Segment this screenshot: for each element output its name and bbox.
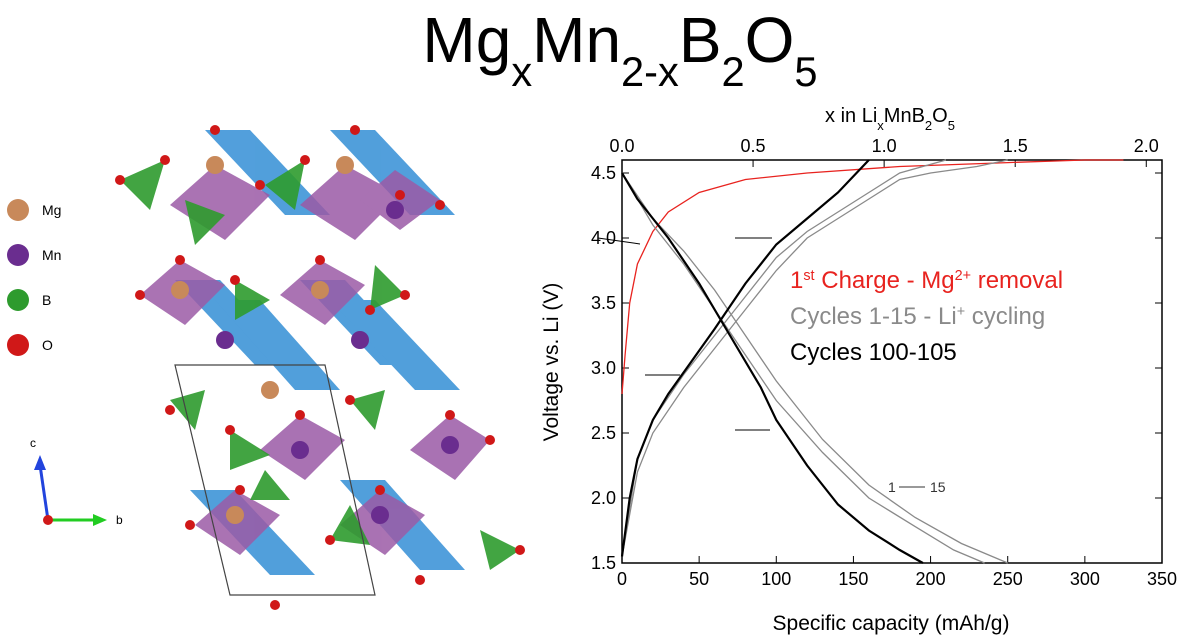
- plot: 0 50 100 150 200 250 300 350 0.0 0.5 1.0 1.5 2.0 1.5 2…: [591, 136, 1177, 589]
- text-part: x: [511, 48, 532, 95]
- legend-label: B: [42, 292, 51, 308]
- axis-c-label: c: [30, 436, 36, 450]
- y-tick-label: 1.5: [591, 553, 616, 573]
- text-part: x: [877, 118, 884, 133]
- text-part: x in Li: [825, 105, 877, 127]
- x-tick-label: 0: [617, 569, 627, 589]
- x2-tick-label: 2.0: [1134, 136, 1159, 156]
- crystal-structure: c b: [30, 125, 525, 610]
- series-line: [621, 159, 1124, 395]
- text-part: cycling: [965, 303, 1045, 330]
- text-part: MnB: [884, 105, 925, 127]
- text-part: O: [745, 4, 795, 76]
- series-line: [621, 172, 924, 564]
- legend-entry: Cycles 1-15 - Li+ cycling: [790, 303, 1045, 330]
- x2-axis-title: x in LixMnB2O5: [825, 105, 955, 133]
- y-tick-label: 2.5: [591, 423, 616, 443]
- x-tick-label: 150: [838, 569, 868, 589]
- y-tick-label: 4.0: [591, 228, 616, 248]
- y-tick-label: 4.5: [591, 163, 616, 183]
- legend-label: Mg: [42, 202, 61, 218]
- series-line: [621, 159, 1008, 557]
- axis-b-label: b: [116, 513, 123, 527]
- annotation-from: 1: [888, 479, 896, 495]
- x-tick-label: 100: [761, 569, 791, 589]
- x2-tick-label: 0.0: [609, 136, 634, 156]
- series-line: [621, 172, 985, 564]
- x-tick-label: 250: [993, 569, 1023, 589]
- legend-label: O: [42, 337, 53, 353]
- x2-tick-label: 1.0: [872, 136, 897, 156]
- legend-entry: Cycles 100-105: [790, 339, 957, 366]
- x-tick-label: 300: [1070, 569, 1100, 589]
- text-part: 5: [794, 48, 817, 95]
- text-part: Cycles 100-105: [790, 339, 957, 366]
- legend-swatch: [7, 199, 29, 221]
- text-part: 1: [790, 267, 803, 294]
- x-tick-label: 50: [689, 569, 709, 589]
- x2-tick-label: 0.5: [741, 136, 766, 156]
- text-part: B: [679, 4, 722, 76]
- text-part: O: [932, 105, 948, 127]
- x-tick-label: 200: [916, 569, 946, 589]
- annotation-to: 15: [930, 479, 946, 495]
- legend-entry: 1st Charge - Mg2+ removal: [790, 267, 1063, 294]
- text-part: removal: [971, 267, 1063, 294]
- plot-frame: [621, 159, 1163, 564]
- text-part: Charge - Mg: [815, 267, 955, 294]
- pointer-arrow: [597, 237, 641, 245]
- text-part: Cycles 1-15 - Li: [790, 303, 957, 330]
- legend-label: Mn: [42, 247, 61, 263]
- x-axis-title: Specific capacity (mAh/g): [773, 612, 1010, 635]
- x2-tick-label: 1.5: [1003, 136, 1028, 156]
- y-axis-title: Voltage vs. Li (V): [540, 283, 563, 442]
- text-part: 2: [722, 48, 745, 95]
- series-line: [621, 172, 1008, 564]
- text-part: 2: [925, 118, 932, 133]
- legend-swatch: [7, 289, 29, 311]
- chart-title: MgxMn2-xB2O5: [422, 4, 817, 95]
- legend-swatch: [7, 334, 29, 356]
- text-part: 2+: [955, 268, 971, 284]
- text-part: Mn: [532, 4, 621, 76]
- text-part: 5: [948, 118, 955, 133]
- series-line: [620, 159, 870, 557]
- structure-legend: Mg Mn B O: [7, 199, 61, 356]
- text-part: +: [957, 304, 965, 320]
- y-tick-label: 3.0: [591, 358, 616, 378]
- x-tick-label: 350: [1147, 569, 1177, 589]
- y-tick-label: 2.0: [591, 488, 616, 508]
- text-part: 2-x: [621, 48, 679, 95]
- y-tick-label: 3.5: [591, 293, 616, 313]
- text-part: st: [803, 268, 814, 284]
- text-part: Mg: [422, 4, 511, 76]
- legend-swatch: [7, 244, 29, 266]
